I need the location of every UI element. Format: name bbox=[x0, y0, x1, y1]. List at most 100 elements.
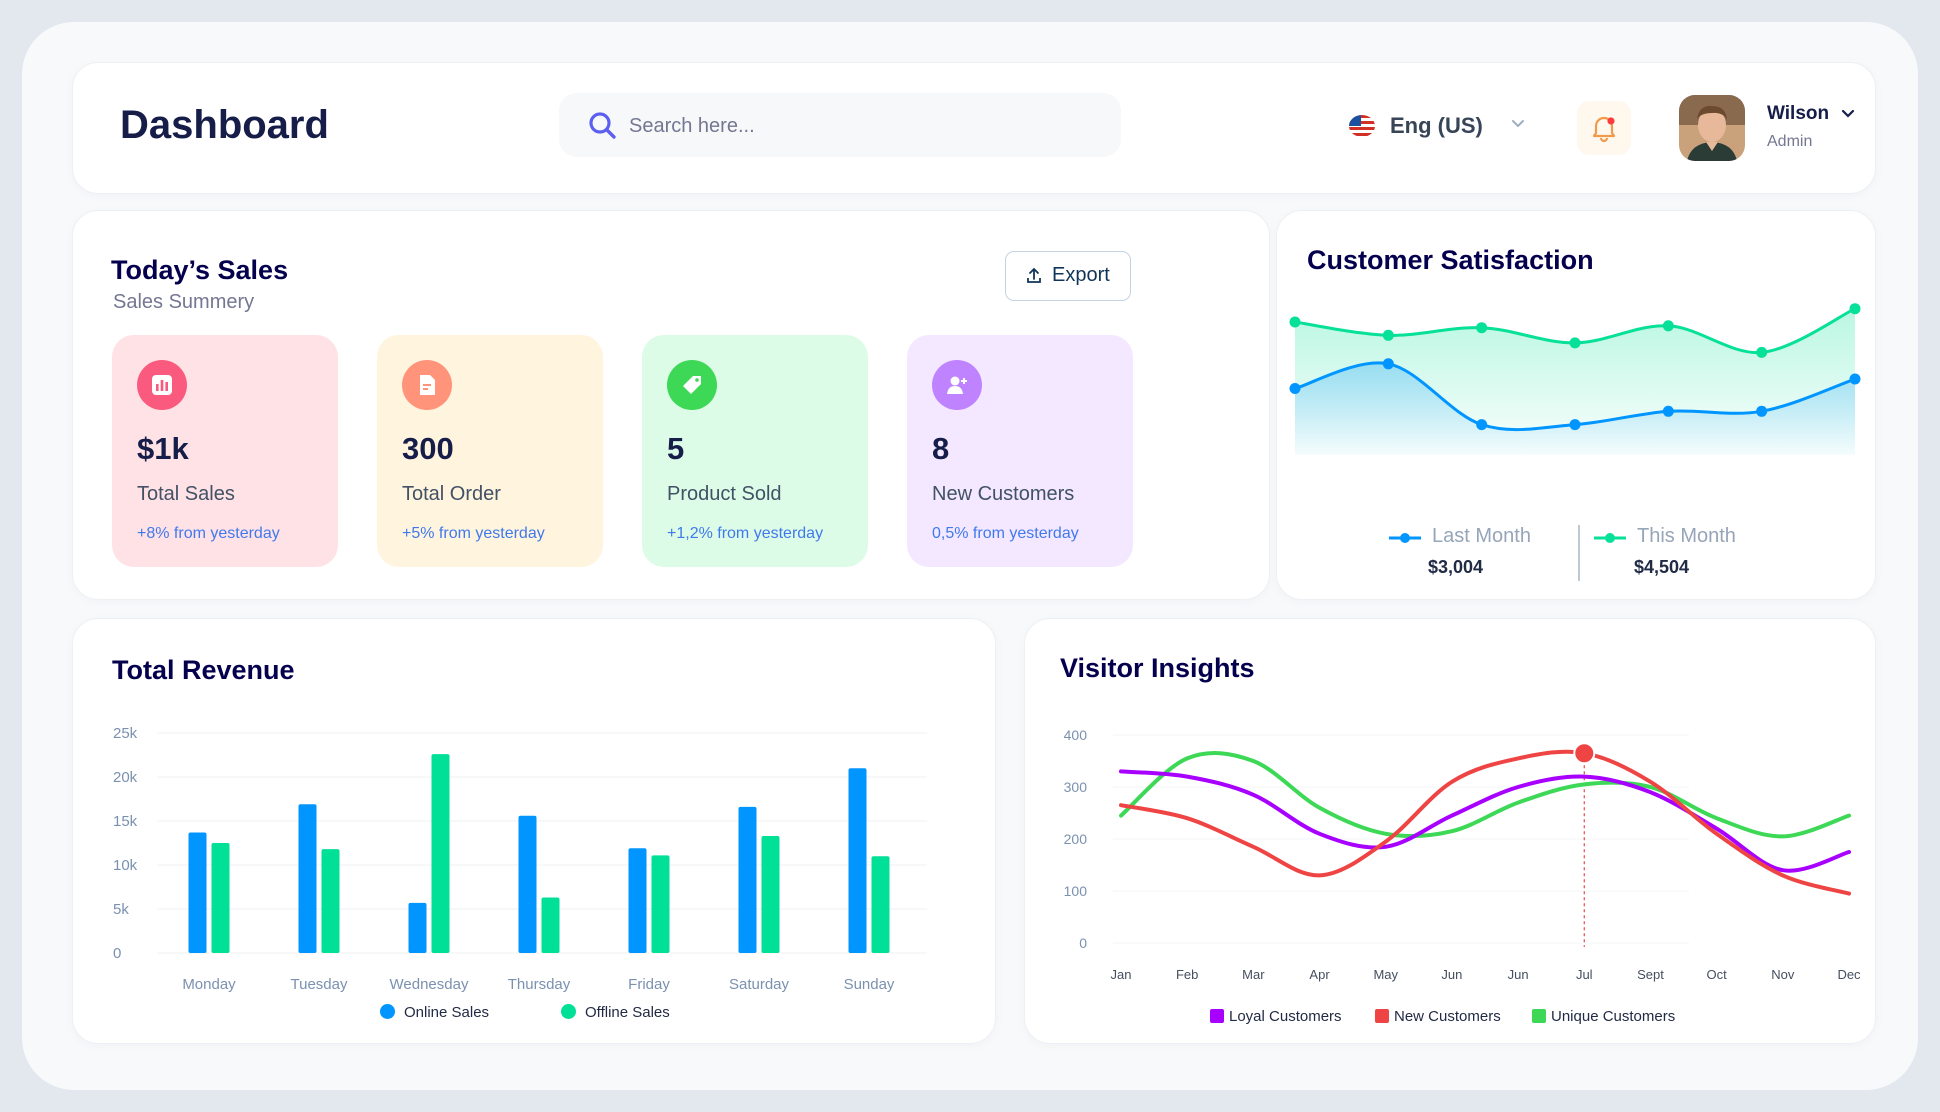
x-tick-label: Apr bbox=[1309, 967, 1330, 982]
visitor-insights-card: Visitor Insights 0 100 200 300 400 Jan Feb Mar A… bbox=[1024, 618, 1876, 1044]
x-tick-label: Tuesday bbox=[291, 976, 348, 993]
section-title: Visitor Insights bbox=[1060, 653, 1255, 683]
legend-label: Offline Sales bbox=[585, 1004, 670, 1021]
bar-online-sales bbox=[298, 804, 317, 953]
highlight-point bbox=[1573, 742, 1596, 765]
kpi-value: 300 bbox=[402, 431, 454, 466]
kpi-card-product-sold: 5 Product Sold +1,2% from yesterday bbox=[642, 335, 868, 567]
x-tick-label: Nov bbox=[1771, 967, 1795, 982]
search-input[interactable] bbox=[627, 105, 1091, 147]
chevron-down-icon bbox=[1512, 120, 1524, 128]
legend-offline-sales: Offline Sales bbox=[561, 1004, 670, 1021]
data-point bbox=[1382, 358, 1394, 370]
language-label: Eng (US) bbox=[1390, 113, 1483, 138]
kpi-icon bbox=[137, 360, 187, 410]
data-point bbox=[1662, 320, 1674, 332]
kpi-card-total-sales: $1k Total Sales +8% from yesterday bbox=[112, 335, 338, 567]
y-tick-label: 0 bbox=[1079, 935, 1087, 951]
kpi-icon bbox=[932, 360, 982, 410]
section-title: Today’s Sales bbox=[111, 255, 289, 285]
x-tick-label: Oct bbox=[1707, 967, 1728, 982]
legend-online-sales: Online Sales bbox=[380, 1004, 489, 1021]
y-tick-label: 400 bbox=[1064, 727, 1088, 743]
chevron-down-icon[interactable] bbox=[1841, 107, 1855, 121]
export-label: Export bbox=[1052, 264, 1110, 286]
user-role: Admin bbox=[1767, 133, 1813, 150]
search-icon bbox=[589, 112, 616, 139]
legend-unique-customers: Unique Customers bbox=[1532, 1008, 1675, 1025]
bell-icon bbox=[1592, 116, 1616, 143]
y-tick-label: 20k bbox=[113, 769, 138, 786]
y-tick-label: 10k bbox=[113, 857, 138, 874]
series-line-loyal-customers bbox=[1119, 769, 1851, 873]
data-point bbox=[1476, 419, 1488, 431]
us-flag-icon bbox=[1349, 115, 1375, 137]
x-tick-label: Sunday bbox=[844, 976, 895, 993]
section-subtitle: Sales Summery bbox=[113, 291, 255, 313]
legend-divider bbox=[1578, 525, 1580, 581]
x-tick-label: May bbox=[1373, 967, 1398, 982]
legend-swatch bbox=[1375, 1009, 1389, 1023]
legend-label: Loyal Customers bbox=[1229, 1008, 1342, 1025]
kpi-label: Total Order bbox=[402, 483, 501, 505]
legend-value: $4,504 bbox=[1634, 557, 1690, 577]
legend-swatch bbox=[1532, 1009, 1546, 1023]
x-tick-label: Jan bbox=[1111, 967, 1132, 982]
y-tick-label: 100 bbox=[1064, 883, 1088, 899]
data-point bbox=[1849, 303, 1861, 315]
kpi-label: New Customers bbox=[932, 483, 1075, 505]
search-bar[interactable] bbox=[559, 93, 1121, 157]
kpi-icon bbox=[667, 360, 717, 410]
bar-online-sales bbox=[518, 815, 537, 953]
bar-chart-icon bbox=[152, 375, 172, 395]
app-frame: Dashboard Eng (US) Wilson Admin Today’s … bbox=[22, 22, 1918, 1090]
data-point bbox=[1382, 329, 1394, 341]
kpi-card-total-order: 300 Total Order +5% from yesterday bbox=[377, 335, 603, 567]
export-button[interactable]: Export bbox=[1005, 251, 1131, 301]
legend-line-marker bbox=[1594, 533, 1626, 543]
y-tick-label: 25k bbox=[113, 725, 138, 742]
satisfaction-chart bbox=[1289, 303, 1861, 455]
bar-offline-sales bbox=[431, 754, 450, 953]
kpi-value: $1k bbox=[137, 431, 189, 466]
legend-label: Last Month bbox=[1432, 525, 1531, 547]
document-icon bbox=[420, 375, 435, 395]
legend-dot bbox=[380, 1004, 395, 1019]
legend-label: This Month bbox=[1637, 525, 1736, 547]
legend-label: New Customers bbox=[1394, 1008, 1501, 1025]
legend-swatch bbox=[1210, 1009, 1224, 1023]
x-tick-label: Mar bbox=[1242, 967, 1265, 982]
y-tick-label: 15k bbox=[113, 813, 138, 830]
add-user-icon bbox=[947, 376, 967, 394]
bar-offline-sales bbox=[541, 897, 560, 953]
x-tick-label: Monday bbox=[182, 976, 236, 993]
avatar[interactable] bbox=[1679, 95, 1745, 161]
x-tick-label: Wednesday bbox=[390, 976, 469, 993]
bar-online-sales bbox=[408, 902, 427, 953]
kpi-value: 5 bbox=[667, 431, 685, 466]
kpi-icon bbox=[402, 360, 452, 410]
kpi-change: +5% from yesterday bbox=[402, 525, 545, 542]
tag-icon bbox=[683, 376, 701, 394]
kpi-value: 8 bbox=[932, 431, 950, 466]
kpi-change: +8% from yesterday bbox=[137, 525, 280, 542]
bar-offline-sales bbox=[651, 855, 670, 953]
x-tick-label: Friday bbox=[628, 976, 670, 993]
bar-online-sales bbox=[848, 768, 867, 953]
data-point bbox=[1849, 373, 1861, 385]
x-tick-label: Jul bbox=[1576, 967, 1593, 982]
user-name: Wilson bbox=[1767, 103, 1830, 124]
data-point bbox=[1289, 383, 1301, 394]
data-point bbox=[1662, 405, 1674, 417]
x-tick-label: Feb bbox=[1176, 967, 1198, 982]
customer-satisfaction-card: Customer Satisfaction Last Month $3,004 … bbox=[1276, 210, 1876, 600]
visitor-chart: 0 100 200 300 400 Jan Feb Mar Apr May Jun Jun Jul Sep… bbox=[1064, 727, 1861, 982]
kpi-label: Total Sales bbox=[137, 483, 235, 505]
bar-offline-sales bbox=[871, 856, 890, 953]
y-tick-label: 200 bbox=[1064, 831, 1088, 847]
notifications-button[interactable] bbox=[1577, 101, 1631, 155]
kpi-change: +1,2% from yesterday bbox=[667, 525, 824, 542]
data-point bbox=[1289, 316, 1301, 328]
legend-line-marker bbox=[1389, 533, 1421, 543]
x-tick-label: Dec bbox=[1837, 967, 1861, 982]
